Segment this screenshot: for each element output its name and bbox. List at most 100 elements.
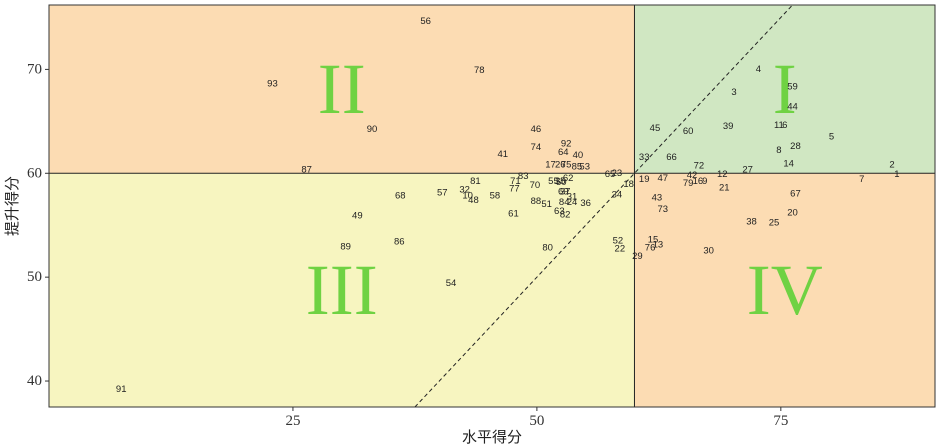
point-label-14: 14 [783, 158, 794, 169]
point-label-10: 10 [462, 191, 473, 202]
point-label-77: 77 [509, 183, 520, 194]
point-label-12: 12 [717, 169, 728, 180]
point-label-89: 89 [340, 242, 351, 253]
point-label-59: 59 [787, 82, 798, 93]
point-label-7: 7 [859, 174, 864, 185]
point-label-39: 39 [723, 121, 734, 132]
point-label-52: 52 [613, 235, 624, 246]
point-label-1: 1 [894, 169, 899, 180]
point-label-4: 4 [756, 64, 761, 75]
point-label-62: 62 [563, 173, 574, 184]
y-tick-label: 40 [27, 373, 42, 389]
point-label-74: 74 [531, 142, 542, 153]
point-label-64: 64 [558, 147, 569, 158]
point-label-84: 84 [559, 197, 570, 208]
x-tick-label: 75 [773, 413, 788, 429]
x-axis-title: 水平得分 [462, 428, 522, 446]
diagonal-reference-line [414, 4, 793, 408]
point-label-58: 58 [490, 191, 501, 202]
point-label-45: 45 [650, 123, 661, 134]
point-label-71: 71 [510, 176, 521, 187]
reference-lines [49, 4, 935, 408]
plot-frame [48, 4, 936, 408]
point-label-67: 67 [790, 189, 801, 200]
quadrant-lower-left [49, 173, 635, 407]
point-label-79: 79 [683, 178, 694, 189]
point-label-37: 37 [560, 186, 571, 197]
point-label-5: 5 [829, 131, 834, 142]
point-label-91: 91 [116, 384, 127, 395]
point-label-22: 22 [615, 244, 626, 255]
point-label-93: 93 [267, 78, 278, 89]
point-label-31: 31 [567, 192, 578, 203]
point-label-28: 28 [790, 141, 801, 152]
point-label-57: 57 [437, 188, 448, 199]
point-label-75: 75 [561, 159, 572, 170]
point-label-41: 41 [497, 149, 508, 160]
point-label-73: 73 [657, 204, 668, 215]
point-label-23: 23 [612, 168, 623, 179]
x-tick-label: 25 [285, 413, 300, 429]
point-label-2: 2 [889, 159, 894, 170]
point-label-43: 43 [652, 193, 663, 204]
point-label-87: 87 [301, 165, 312, 176]
point-label-32: 32 [459, 184, 470, 195]
point-label-19: 19 [639, 174, 650, 185]
point-label-82: 82 [560, 209, 571, 220]
y-tick-label: 60 [27, 165, 42, 181]
point-label-3: 3 [731, 87, 736, 98]
point-label-88: 88 [531, 196, 542, 207]
y-tick-label: 50 [27, 269, 42, 285]
point-label-72: 72 [694, 161, 705, 172]
point-label-9: 9 [702, 176, 707, 187]
y-tick-label: 70 [27, 61, 42, 77]
point-label-38: 38 [746, 217, 757, 228]
point-label-6: 6 [782, 120, 787, 131]
point-label-80: 80 [542, 243, 553, 254]
point-label-66: 66 [666, 152, 677, 163]
point-label-69: 69 [558, 186, 569, 197]
point-label-17: 17 [545, 159, 556, 170]
point-label-11: 11 [774, 120, 784, 131]
point-label-42: 42 [687, 170, 698, 181]
quadrant-label-I: I [773, 49, 797, 129]
point-label-49: 49 [352, 210, 363, 221]
quadrant-lower-right [634, 173, 935, 407]
quadrant-label-II: II [318, 49, 366, 129]
point-label-78: 78 [474, 65, 485, 76]
point-label-68: 68 [395, 191, 406, 202]
point-label-60: 60 [683, 126, 694, 137]
point-label-47: 47 [657, 173, 668, 184]
point-label-26: 26 [555, 159, 566, 170]
point-label-81: 81 [470, 176, 481, 187]
quadrant-label-III: III [306, 250, 378, 330]
point-label-20: 20 [787, 207, 798, 218]
point-label-51: 51 [541, 199, 552, 210]
point-label-46: 46 [531, 124, 542, 135]
point-label-35: 35 [555, 176, 566, 187]
quadrant-upper-left [49, 5, 635, 174]
point-label-27: 27 [742, 165, 753, 176]
quadrant-upper-right [634, 5, 935, 174]
point-label-33: 33 [639, 152, 650, 163]
point-label-48: 48 [468, 195, 479, 206]
quadrant-label-IV: IV [747, 250, 823, 330]
point-label-29: 29 [632, 251, 643, 262]
point-label-53: 53 [579, 162, 590, 173]
point-label-25: 25 [769, 218, 780, 229]
point-label-21: 21 [719, 182, 730, 193]
point-label-40: 40 [573, 150, 584, 161]
point-label-8: 8 [776, 145, 781, 156]
quadrant-backgrounds [49, 5, 935, 407]
point-label-55: 55 [548, 176, 559, 187]
point-label-86: 86 [394, 236, 405, 247]
point-label-36: 36 [580, 198, 591, 209]
point-label-83: 83 [518, 171, 529, 182]
point-label-50: 50 [556, 177, 567, 188]
point-label-54: 54 [446, 278, 457, 289]
point-label-44: 44 [787, 101, 798, 112]
point-label-13: 13 [653, 239, 664, 250]
